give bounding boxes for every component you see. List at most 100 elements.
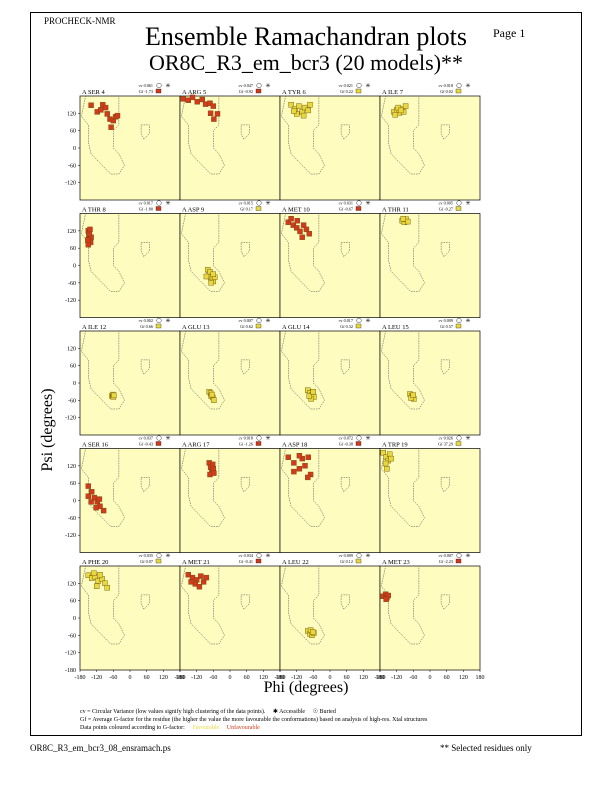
gf-value: Gf 0.17 [240,207,253,212]
residue-label: A THR 8 [82,207,106,214]
data-point [410,392,416,398]
y-tick-label: -120 [65,181,76,187]
data-point [300,112,307,119]
data-point [294,217,300,224]
allowed-region-outline [81,213,125,292]
data-point [85,572,92,578]
data-point [85,237,91,243]
data-point [285,219,291,225]
buried-icon [256,318,262,324]
x-tick-label: -120 [191,675,202,681]
data-point [296,466,303,472]
data-point [88,489,95,495]
data-point [291,108,297,114]
x-tick-label: 120 [259,675,268,681]
data-point [405,218,411,225]
data-point [93,583,100,589]
panel-background [379,565,481,671]
buried-icon [256,435,262,441]
accessible-icon: ✳ [365,83,370,90]
x-tick-label: -60 [409,675,417,681]
panel-background [79,565,181,671]
x-tick-label: 60 [344,675,350,681]
data-point [200,579,207,585]
accessible-icon: ✳ [265,553,270,560]
gf-value: Gf -1.80 [139,207,153,212]
data-point [302,104,308,111]
gf-definition: Gf = Average G-factor for the residue (t… [80,717,428,723]
data-point [383,596,389,602]
accessible-icon: ✳ [465,553,470,560]
gf-swatch [155,441,162,446]
accessible-icon: ✳ [165,200,170,207]
allowed-region-outline [81,448,125,527]
gf-value: Gf 0.32 [340,324,353,329]
allowed-region-outline [281,565,325,645]
unfavourable-label: Unfavourable [226,725,260,731]
data-point [111,392,117,399]
data-point [384,466,390,472]
y-tick-label: 60 [70,246,76,252]
accessible-icon: ✳ [165,553,170,560]
accessible-icon: ✳ [365,318,370,325]
x-tick-label: -180 [375,675,386,681]
data-point [388,455,394,462]
left-helix-outline [440,124,450,140]
y-tick-label: 0 [73,381,76,387]
data-point [185,97,192,104]
data-point [104,585,110,591]
gf-swatch [155,88,162,94]
buried-icon [456,200,462,206]
panel-background [179,95,281,201]
gf-swatch [455,441,462,446]
residue-label: A THR 11 [382,207,409,214]
allowed-region-outline [81,95,125,175]
y-tick-label: 0 [73,264,76,270]
data-point [288,101,294,108]
cv-value: cv 0.007 [239,318,253,323]
y-tick-label: 60 [70,599,76,605]
buried-icon [356,318,362,324]
data-point [211,397,217,403]
gf-value: Gf -0.67 [339,207,353,212]
data-point [180,96,187,102]
allowed-region-outline [381,448,425,527]
data-point [291,460,297,466]
cv-value: cv 0.017 [139,201,153,206]
left-helix-outline [240,359,250,375]
gf-value: Gf 0.22 [340,89,353,94]
buried-icon [156,82,162,88]
gf-swatch [255,558,262,564]
panel-background [379,213,481,318]
x-tick-label: 180 [476,675,485,681]
buried-icon [156,318,162,324]
data-point [199,96,205,103]
data-point [194,99,200,105]
data-point [203,273,210,280]
x-tick-label: 180 [376,675,385,681]
allowed-region-outline [181,565,225,645]
residue-label: A ARG 5 [182,89,206,96]
left-helix-outline [240,242,250,258]
data-point [102,104,109,111]
x-tick-label: 60 [144,675,150,681]
gf-swatch [255,206,262,211]
allowed-region-outline [281,213,325,292]
cv-value: cv 0.018 [439,83,453,88]
panel-background [79,213,181,318]
data-point [189,94,196,101]
x-tick-label: -60 [209,675,217,681]
gf-value: Gf -0.41 [239,559,253,564]
buried-icon [156,200,162,206]
residue-label: A SER 4 [82,89,106,96]
gf-value: Gf 37.29 [438,442,453,447]
data-point [210,271,217,277]
data-point [108,124,114,130]
left-helix-outline [440,242,450,258]
buried-icon [456,435,462,441]
panel-background [279,330,381,436]
x-tick-label: -60 [309,675,317,681]
residue-label: A LEU 15 [382,324,409,331]
x-tick-label: 0 [329,675,332,681]
